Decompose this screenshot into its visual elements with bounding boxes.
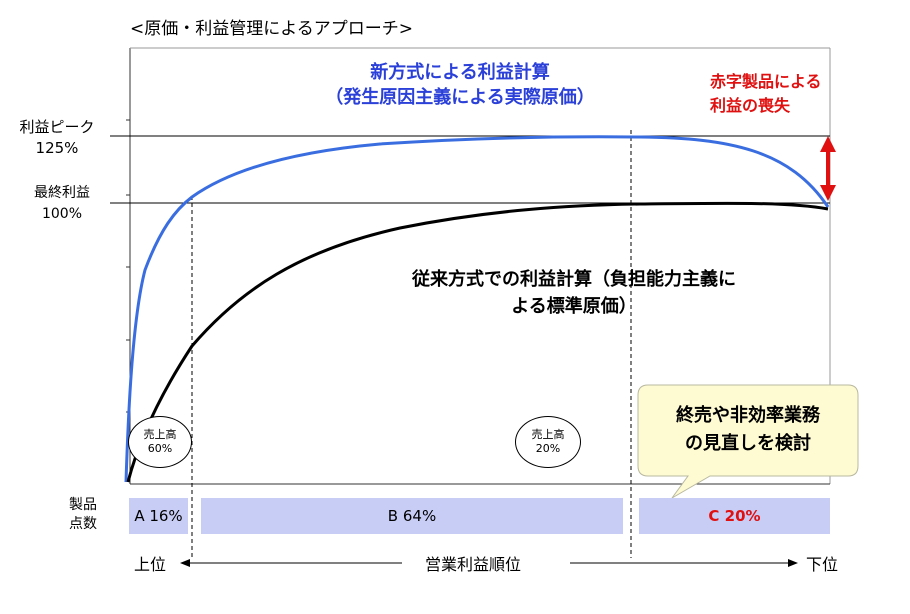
arrow-left-icon: [180, 559, 190, 567]
circle-b-value: 20%: [535, 442, 561, 455]
rank-low-label: 下位: [806, 555, 839, 574]
circle-a-value: 60%: [147, 442, 173, 455]
new-method-label-line1: 新方式による利益計算: [370, 62, 550, 83]
segment-c: C 20%: [639, 498, 830, 534]
rank-high-label: 上位: [134, 555, 167, 574]
new-method-label: 新方式による利益計算 （発生原因主義による実際原価）: [300, 60, 620, 110]
segment-axis-label-line1: 製品: [69, 497, 97, 513]
old-method-label: 従来方式での利益計算（負担能力主義に よる標準原価）: [412, 266, 736, 320]
sales-share-circle-a: 売上高 60%: [128, 416, 192, 468]
y-label-final-value: 100%: [41, 206, 83, 222]
profit-loss-note: 赤字製品による 利益の喪失: [710, 70, 822, 118]
circle-a-label: 売上高: [143, 428, 177, 441]
segment-axis-label-line2: 点数: [69, 516, 97, 532]
arrow-right-icon: [788, 559, 798, 567]
segment-axis-label: 製品 点数: [58, 496, 108, 534]
callout-line1: 終売や非効率業務: [676, 405, 820, 426]
new-method-label-line2: （発生原因主義による実際原価）: [325, 87, 595, 108]
segment-a: A 16%: [129, 498, 188, 534]
y-label-peak-value: 125%: [35, 139, 79, 157]
y-label-final: 最終利益 100%: [22, 183, 102, 225]
y-label-peak: 利益ピーク 125%: [12, 117, 102, 159]
callout-line2: の見直しを検討: [685, 433, 811, 454]
old-method-curve: [126, 201, 829, 483]
profit-loss-note-line1: 赤字製品による: [710, 72, 822, 91]
old-method-label-line1: 従来方式での利益計算（負担能力主義に: [412, 269, 736, 290]
segment-b: B 64%: [201, 498, 623, 534]
y-label-peak-name: 利益ピーク: [19, 118, 95, 136]
arrow-head-up-icon: [820, 136, 836, 152]
new-method-curve: [124, 135, 830, 483]
rank-axis-title: 営業利益順位: [425, 555, 522, 574]
profit-loss-note-line2: 利益の喪失: [710, 96, 791, 115]
circle-b-label: 売上高: [531, 428, 565, 441]
page-title: <原価・利益管理によるアプローチ>: [130, 19, 413, 39]
callout-bubble: [637, 384, 859, 499]
arrow-head-down-icon: [820, 185, 836, 201]
callout-text: 終売や非効率業務 の見直しを検討: [638, 402, 858, 458]
y-label-final-name: 最終利益: [34, 185, 90, 201]
sales-share-circle-b: 売上高 20%: [515, 416, 581, 468]
old-method-label-line2: よる標準原価）: [511, 296, 637, 317]
